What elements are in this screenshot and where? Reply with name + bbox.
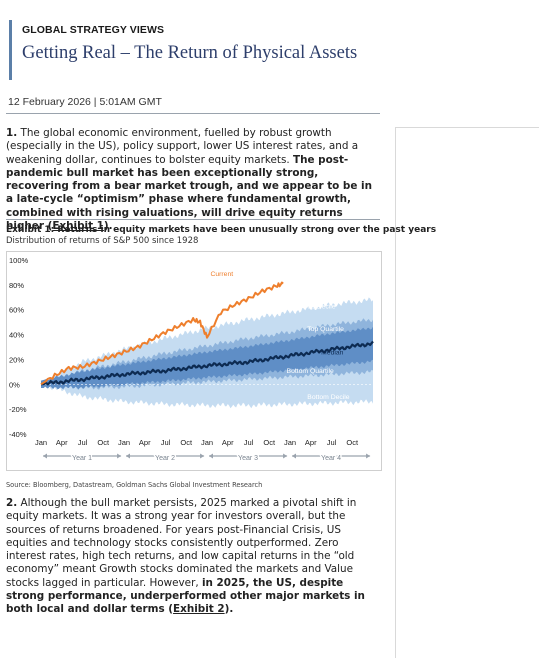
y-tick-label: 40% xyxy=(9,331,24,340)
paragraph-bold-text: The post-pandemic bull market has been e… xyxy=(6,154,372,232)
sidebar-panel xyxy=(395,127,539,658)
exhibit-1-link[interactable]: Exhibit 1 xyxy=(52,220,104,233)
report-series-label: GLOBAL STRATEGY VIEWS xyxy=(22,24,165,36)
y-tick-label: -20% xyxy=(9,405,27,414)
x-tick-label: Jul xyxy=(327,438,337,447)
year-arrow-head xyxy=(292,453,296,459)
bold-run-end: ). xyxy=(224,603,234,616)
year-arrow-head xyxy=(43,453,47,459)
current-line xyxy=(40,281,284,386)
paragraph-text: The global economic environment, fuelled… xyxy=(6,127,359,166)
year-arrow-head xyxy=(200,453,205,459)
year-label: Year 2 xyxy=(155,455,175,462)
inner-band xyxy=(41,326,373,390)
x-tick-label: Oct xyxy=(97,438,110,447)
series-label: Bottom Decile xyxy=(307,394,350,401)
median-line xyxy=(40,340,374,386)
paragraph-number: 2. xyxy=(6,497,18,509)
paragraph-text: Although the bull market persists, 2025 … xyxy=(6,497,357,589)
x-tick-label: Apr xyxy=(56,438,68,447)
bold-run: in 2025, the US, despite strong performa… xyxy=(6,576,365,616)
series-label: Top Decile xyxy=(304,303,336,310)
header-accent-bar xyxy=(9,20,12,80)
year-label: Year 1 xyxy=(72,455,92,462)
series-label: Median xyxy=(321,349,344,356)
y-tick-label: 100% xyxy=(9,256,29,265)
paragraph-1: 1. The global economic environment, fuel… xyxy=(6,127,381,233)
year-arrow-head xyxy=(283,453,288,459)
y-tick-label: 60% xyxy=(9,306,24,315)
report-title: Getting Real – The Return of Physical As… xyxy=(22,43,358,63)
y-tick-label: -40% xyxy=(9,430,27,439)
paragraph-2: 2. Although the bull market persists, 20… xyxy=(6,497,381,617)
series-label: Bottom Quartile xyxy=(287,368,334,375)
year-label: Year 4 xyxy=(321,455,341,462)
chart-canvas: 100% 80% 60% 40% 20% 0% -20% -40% Jan Apr Jul Oct Ja… xyxy=(9,256,377,464)
x-tick-label: Jul xyxy=(161,438,171,447)
x-tick-label: Oct xyxy=(180,438,193,447)
year-arrow-head xyxy=(117,453,122,459)
x-tick-label: Jan xyxy=(201,438,213,447)
paragraph-bold-text: in 2025, the US, despite strong performa… xyxy=(6,577,365,616)
year-label: Year 3 xyxy=(238,455,258,462)
year-arrow-head xyxy=(209,453,213,459)
x-tick-label: Oct xyxy=(346,438,359,447)
exhibit-2-link[interactable]: Exhibit 2 xyxy=(173,603,225,616)
report-header: GLOBAL STRATEGY VIEWS Getting Real – The… xyxy=(9,18,357,80)
year-arrow-head xyxy=(126,453,130,459)
x-tick-label: Jan xyxy=(284,438,296,447)
divider xyxy=(6,113,380,114)
publish-date: 12 February 2026 | 5:01AM GMT xyxy=(8,96,162,108)
chart-source: Source: Bloomberg, Datastream, Goldman S… xyxy=(6,481,263,489)
x-tick-label: Apr xyxy=(222,438,234,447)
x-tick-label: Jan xyxy=(35,438,47,447)
series-label: Current xyxy=(210,271,233,278)
year-arrow-head xyxy=(366,453,371,459)
bold-run-end: ). xyxy=(103,220,113,233)
paragraph-number: 1. xyxy=(6,127,18,139)
x-tick-label: Apr xyxy=(139,438,151,447)
y-tick-label: 20% xyxy=(9,355,24,364)
x-tick-label: Jul xyxy=(244,438,254,447)
x-tick-label: Jul xyxy=(78,438,88,447)
series-label: Top Quartile xyxy=(307,326,344,333)
exhibit-divider xyxy=(6,219,380,220)
exhibit-subtitle: Distribution of returns of S&P 500 since… xyxy=(6,236,199,246)
x-tick-label: Apr xyxy=(305,438,317,447)
x-tick-label: Jan xyxy=(118,438,130,447)
y-tick-label: 0% xyxy=(9,380,20,389)
exhibit-title: Exhibit 1: Returns in equity markets hav… xyxy=(6,225,437,235)
x-tick-label: Oct xyxy=(263,438,276,447)
returns-chart: 100% 80% 60% 40% 20% 0% -20% -40% Jan Apr Jul Oct Ja… xyxy=(6,251,382,471)
bold-run: The post-pandemic bull market has been e… xyxy=(6,153,372,233)
y-tick-label: 80% xyxy=(9,281,24,290)
